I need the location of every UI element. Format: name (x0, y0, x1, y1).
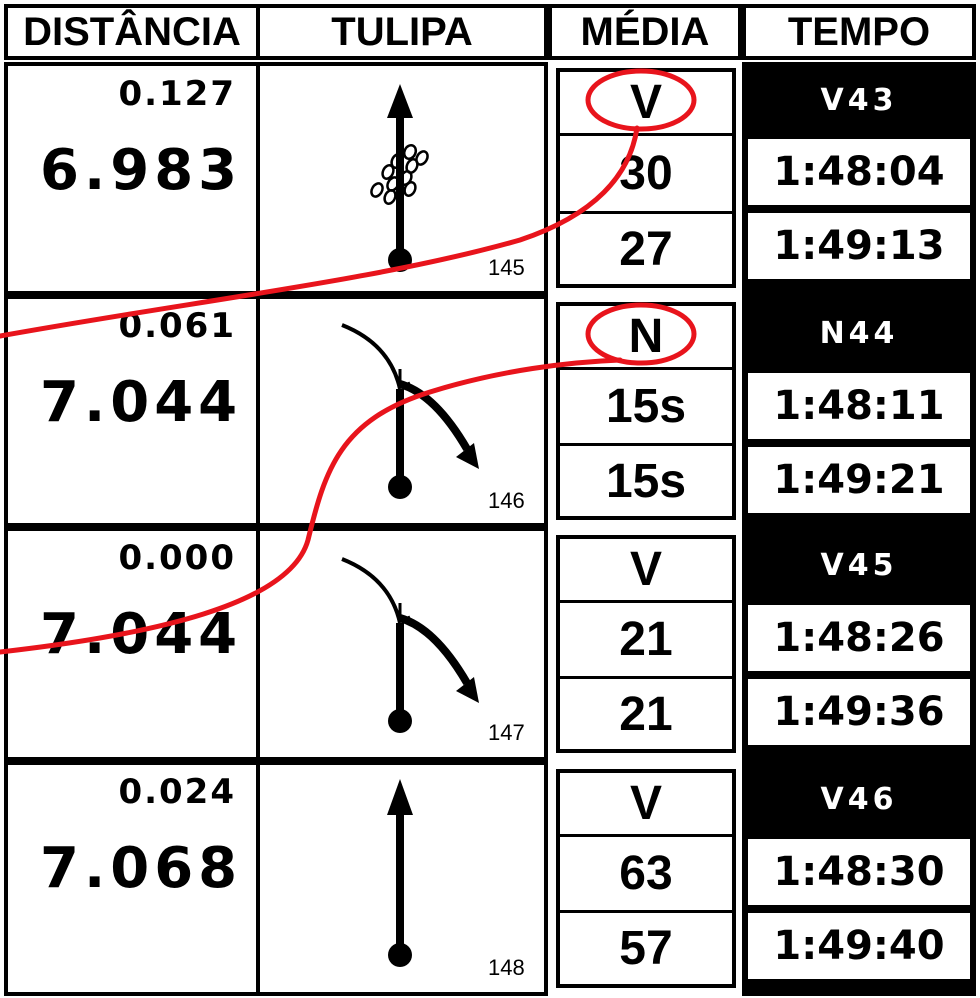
time-second: 1:49:40 (748, 913, 970, 979)
time-first: 1:48:11 (748, 373, 970, 439)
partial-distance: 0.024 (118, 772, 236, 812)
time-column: V45 1:48:26 1:49:36 (742, 527, 976, 761)
time-first: 1:48:30 (748, 839, 970, 905)
time-column: V46 1:48:30 1:49:40 (742, 761, 976, 996)
checkpoint-code: V46 (820, 781, 898, 817)
time-second: 1:49:13 (748, 213, 970, 279)
time-column: N44 1:48:11 1:49:21 (742, 295, 976, 527)
average-type: V (560, 773, 732, 837)
average-box: V 21 21 (556, 535, 736, 753)
total-distance: 7.068 (40, 836, 243, 901)
box-number: 147 (488, 720, 525, 745)
straight-arrow-icon (387, 779, 413, 967)
average-first: 21 (560, 603, 732, 679)
total-distance: 6.983 (40, 138, 243, 203)
time-first: 1:48:26 (748, 605, 970, 671)
partial-distance: 0.061 (118, 306, 236, 346)
box-number: 146 (488, 488, 525, 513)
average-box: N 15s 15s (556, 302, 736, 520)
distance-cell (4, 761, 260, 996)
header-distance: DISTÂNCIA (4, 4, 260, 60)
average-second: 57 (619, 922, 673, 975)
partial-distance: 0.127 (118, 74, 236, 114)
tulip-cell (256, 761, 548, 996)
checkpoint-code: V45 (820, 547, 898, 583)
checkpoint-code: V43 (820, 82, 898, 118)
average-first: 15s (560, 370, 732, 446)
average-type: N (560, 306, 732, 370)
average-box: V 30 27 (556, 68, 736, 288)
box-number: 148 (488, 955, 525, 980)
time-first: 1:48:04 (748, 139, 970, 205)
checkpoint-code: N44 (819, 315, 899, 351)
average-second: 27 (619, 222, 673, 276)
time-second: 1:49:21 (748, 447, 970, 513)
header-tulip: TULIPA (256, 4, 548, 60)
average-first: 30 (560, 136, 732, 214)
average-type: V (560, 539, 732, 603)
average-first: 63 (560, 837, 732, 913)
header-average: MÉDIA (548, 4, 742, 60)
average-type: V (560, 72, 732, 136)
average-box: V 63 57 (556, 769, 736, 988)
time-column: V43 1:48:04 1:49:13 (742, 62, 976, 295)
average-second: 21 (619, 687, 673, 741)
total-distance: 7.044 (40, 602, 243, 667)
time-second: 1:49:36 (748, 679, 970, 745)
total-distance: 7.044 (40, 370, 243, 435)
partial-distance: 0.000 (118, 538, 236, 578)
box-number: 145 (488, 255, 525, 280)
average-second: 15s (605, 454, 687, 508)
header-time: TEMPO (742, 4, 976, 60)
